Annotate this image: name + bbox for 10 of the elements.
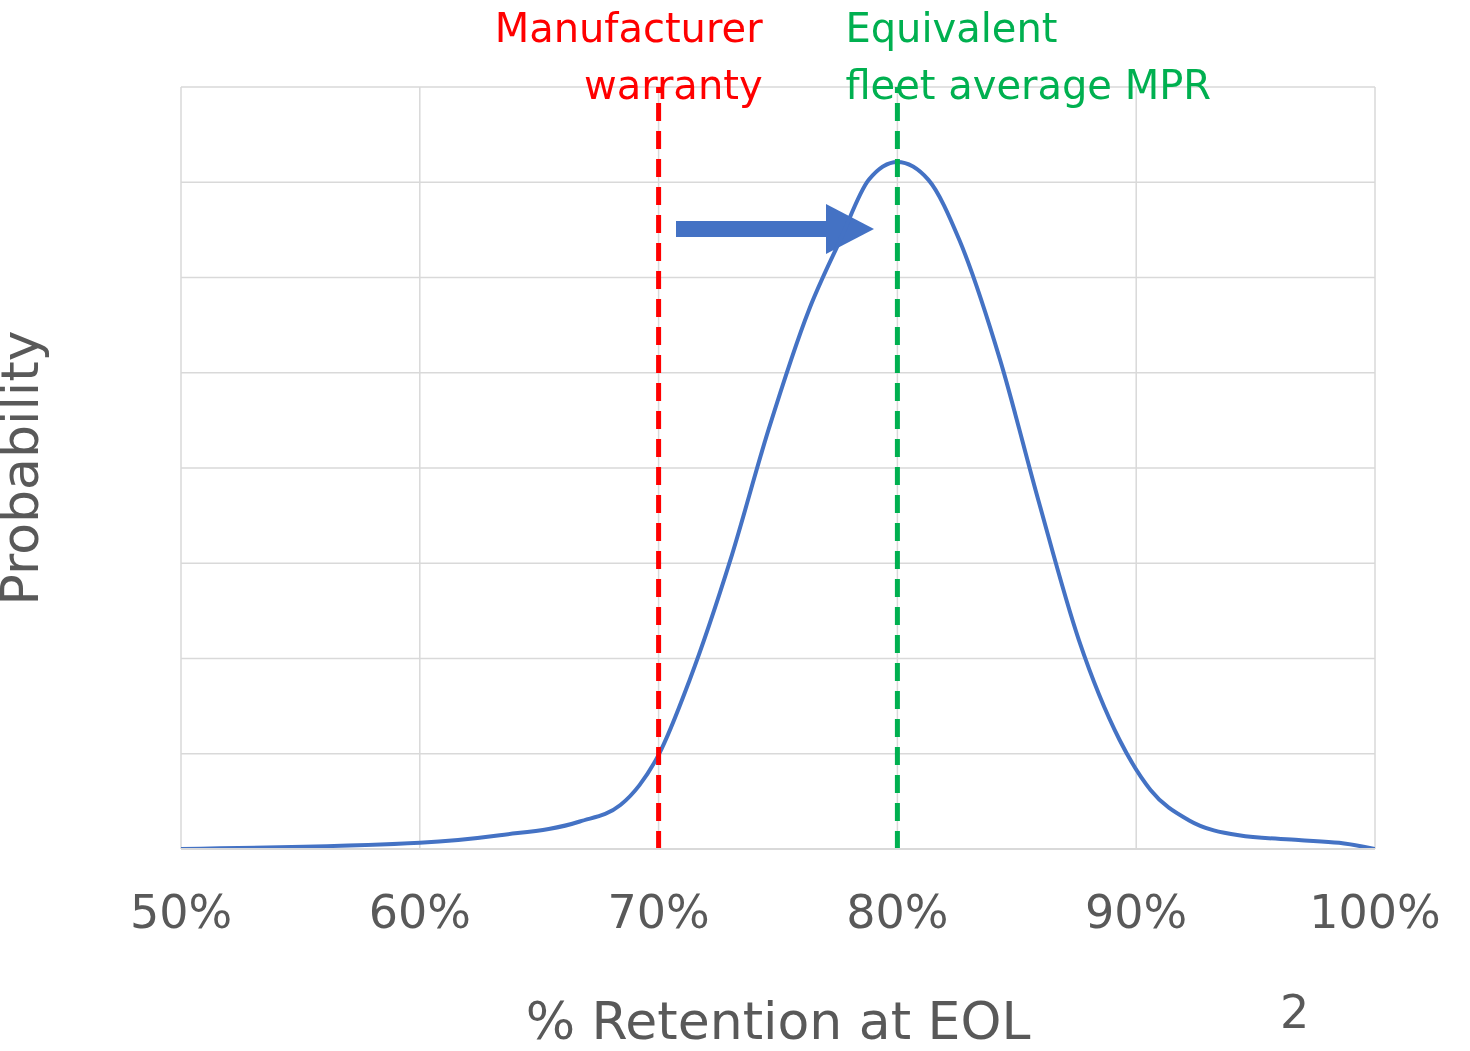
ref-line-label: Manufacturer warranty <box>494 5 764 108</box>
x-tick-label: 60% <box>368 884 471 939</box>
x-tick-label: 50% <box>129 884 233 939</box>
x-axis-title: % Retention at EOL <box>525 991 1031 1051</box>
x-tick-label: 70% <box>607 884 710 939</box>
text: 2 <box>1280 985 1310 1039</box>
x-tick-label: 90% <box>1085 884 1188 939</box>
x-tick-label: 100% <box>1309 884 1441 939</box>
x-tick-label: 80% <box>846 884 949 939</box>
ref-line-label: Equivalent fleet average MPR <box>845 5 1212 108</box>
